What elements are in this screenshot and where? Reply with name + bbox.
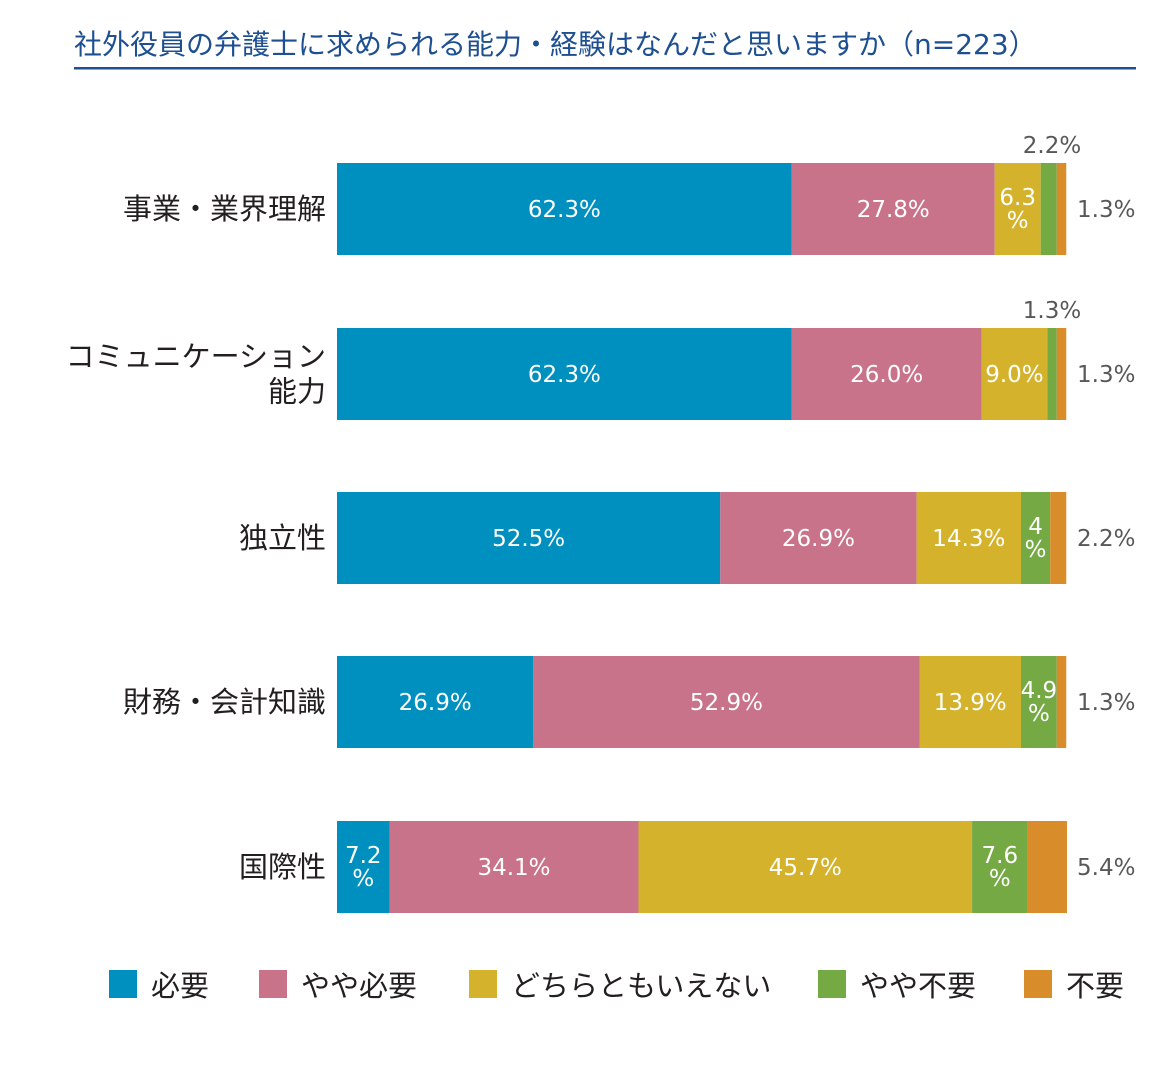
data-label: %: [1028, 701, 1050, 727]
title-underline: [74, 67, 1136, 70]
bar-segment: [1056, 656, 1067, 748]
data-label-right: 1.3%: [1077, 690, 1135, 716]
data-label: 62.3%: [528, 362, 601, 388]
bar-segment: [791, 328, 982, 420]
data-label-above: 2.2%: [1023, 133, 1081, 159]
bar-segment: [533, 656, 920, 748]
legend: 必要 やや必要 どちらともいえない やや不要 不要: [109, 969, 1124, 1003]
bar-segment: [1021, 656, 1057, 748]
bar-segment: [1056, 328, 1067, 420]
bar-segment: [1027, 821, 1067, 913]
bar-segment: [791, 163, 995, 255]
data-label: 4: [1028, 514, 1043, 540]
bar-segment: [1021, 492, 1051, 584]
bar-segment: [337, 821, 390, 913]
data-label: %: [989, 866, 1011, 892]
data-label-right: 1.3%: [1077, 362, 1135, 388]
bar-segment: [1040, 163, 1057, 255]
data-label: 62.3%: [528, 197, 601, 223]
bar-segment: [337, 328, 792, 420]
chart-title: 社外役員の弁護士に求められる能力・経験はなんだと思いますか（n=223）: [74, 28, 1037, 61]
data-label: 7.6: [982, 843, 1019, 869]
bar-segment: [638, 821, 973, 913]
data-label: 52.5%: [492, 526, 565, 552]
data-label: 26.9%: [782, 526, 855, 552]
bar-segment: [1056, 163, 1067, 255]
data-label-right: 2.2%: [1077, 526, 1135, 552]
data-label: 6.3: [999, 185, 1036, 211]
category-label: 能力: [268, 375, 326, 409]
data-label: %: [352, 866, 374, 892]
data-label: 52.9%: [690, 690, 763, 716]
legend-label: どちらともいえない: [511, 969, 771, 1003]
bar-segment: [916, 492, 1022, 584]
bar-segment: [337, 163, 792, 255]
bar-segment: [389, 821, 639, 913]
category-label: 独立性: [239, 521, 326, 555]
data-label: 13.9%: [934, 690, 1007, 716]
data-label: %: [1025, 537, 1047, 563]
data-label: %: [1007, 208, 1029, 234]
data-label: 4.9: [1021, 678, 1058, 704]
data-label: 7.2: [345, 843, 382, 869]
category-label: 財務・会計知識: [123, 685, 326, 719]
bar-segment: [1050, 492, 1067, 584]
legend-label: やや必要: [301, 969, 417, 1003]
category-label: 国際性: [239, 850, 326, 884]
legend-swatch: [469, 970, 497, 998]
legend-swatch: [818, 970, 846, 998]
data-label-right: 1.3%: [1077, 197, 1135, 223]
data-label-right: 5.4%: [1077, 855, 1135, 881]
data-label: 26.0%: [850, 362, 923, 388]
legend-swatch: [259, 970, 287, 998]
legend-label: やや不要: [860, 969, 976, 1003]
bars-group: 事業・業界理解 62.3% 27.8% 6.3% 2.2% 1.3% コミュニケーション能力…: [66, 133, 1135, 913]
data-label: 26.9%: [399, 690, 472, 716]
bar-segment: [1047, 328, 1057, 420]
bar-segment: [337, 492, 721, 584]
bar-segment: [972, 821, 1028, 913]
legend-swatch: [1024, 970, 1052, 998]
legend-swatch: [109, 970, 137, 998]
data-label: 9.0%: [985, 362, 1043, 388]
data-label: 27.8%: [857, 197, 930, 223]
data-label-above: 1.3%: [1023, 298, 1081, 324]
category-label: 事業・業界理解: [123, 192, 326, 226]
bar-segment: [919, 656, 1022, 748]
data-label: 34.1%: [477, 855, 550, 881]
bar-segment: [981, 328, 1048, 420]
bar-segment: [994, 163, 1041, 255]
bar-segment: [337, 656, 534, 748]
legend-label: 必要: [151, 969, 209, 1003]
data-label: 14.3%: [932, 526, 1005, 552]
data-label: 45.7%: [769, 855, 842, 881]
category-label: コミュニケーション: [66, 340, 326, 374]
legend-label: 不要: [1066, 969, 1124, 1003]
bar-segment: [720, 492, 917, 584]
